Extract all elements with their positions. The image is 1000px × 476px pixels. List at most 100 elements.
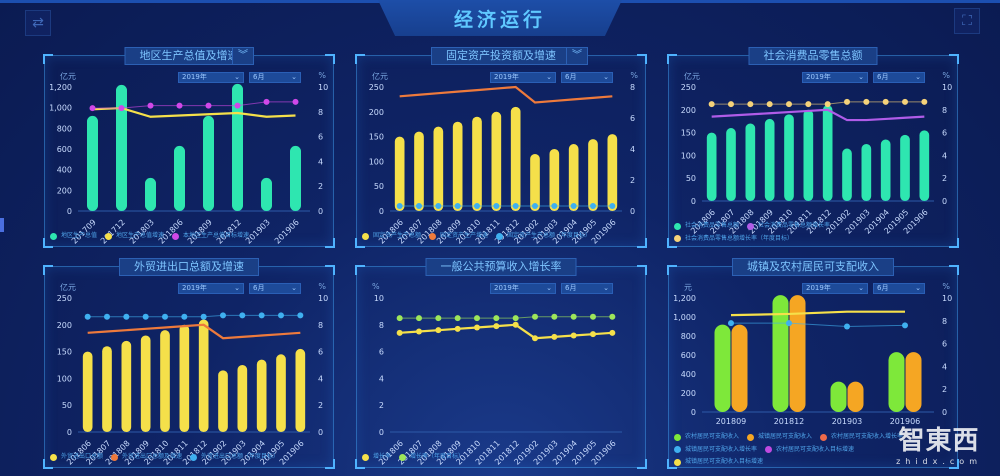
data-point[interactable] (263, 98, 270, 105)
legend-item[interactable]: 地区生产总值 (50, 231, 97, 241)
bar[interactable] (803, 109, 814, 201)
data-point[interactable] (474, 315, 480, 322)
bar[interactable] (414, 131, 424, 211)
bar[interactable] (116, 84, 127, 211)
year-select[interactable]: 2019年 ⌄ (178, 72, 244, 83)
data-point[interactable] (590, 313, 596, 320)
bar[interactable] (261, 177, 272, 211)
data-point[interactable] (493, 323, 500, 330)
bar[interactable] (198, 319, 209, 432)
data-point[interactable] (493, 315, 500, 322)
bar[interactable] (900, 134, 910, 201)
legend-item[interactable]: 增长率（年度目标） (399, 452, 464, 462)
data-point[interactable] (532, 313, 538, 320)
data-point[interactable] (454, 203, 461, 210)
data-point[interactable] (590, 331, 596, 338)
data-point[interactable] (728, 320, 734, 327)
year-select[interactable]: 2019年 ⌄ (802, 72, 868, 83)
bar[interactable] (452, 121, 463, 211)
swap-icon[interactable]: ⇄ (25, 10, 51, 36)
data-point[interactable] (396, 203, 403, 210)
bar[interactable] (394, 136, 405, 211)
data-point[interactable] (258, 312, 265, 319)
bar[interactable] (87, 115, 98, 211)
bar[interactable] (232, 83, 243, 211)
data-point[interactable] (416, 203, 422, 210)
bar[interactable] (880, 139, 891, 201)
data-point[interactable] (396, 329, 403, 336)
bar[interactable] (731, 324, 748, 412)
legend-item[interactable]: 农村居民可支配收入增长率 (820, 432, 903, 442)
data-point[interactable] (104, 313, 110, 320)
bar[interactable] (588, 139, 598, 211)
data-point[interactable] (454, 325, 461, 332)
legend-item[interactable]: 增长率 (362, 452, 391, 462)
bar[interactable] (568, 144, 579, 211)
bar[interactable] (256, 359, 267, 432)
bar[interactable] (179, 324, 190, 432)
data-point[interactable] (162, 313, 168, 320)
data-point[interactable] (532, 335, 538, 342)
bar[interactable] (174, 145, 185, 211)
data-point[interactable] (493, 203, 500, 210)
data-point[interactable] (805, 101, 812, 108)
data-point[interactable] (863, 98, 870, 105)
month-select[interactable]: 6月 ⌄ (561, 283, 613, 294)
bar[interactable] (160, 330, 170, 432)
data-point[interactable] (786, 320, 792, 327)
legend-item[interactable]: 固定资产生产总额 (362, 231, 421, 241)
data-point[interactable] (844, 323, 850, 330)
year-select[interactable]: 2019年 ⌄ (490, 283, 556, 294)
bar[interactable] (919, 130, 930, 201)
data-point[interactable] (278, 312, 284, 319)
data-point[interactable] (416, 328, 422, 335)
bar[interactable] (530, 153, 540, 211)
bar[interactable] (745, 123, 756, 201)
bar[interactable] (203, 115, 214, 211)
month-select[interactable]: 6月 ⌄ (873, 72, 925, 83)
bar[interactable] (822, 105, 833, 201)
fullscreen-icon[interactable]: ⛶ (954, 8, 980, 34)
data-point[interactable] (474, 324, 480, 331)
data-point[interactable] (902, 98, 908, 105)
bar[interactable] (842, 148, 852, 201)
month-select[interactable]: 6月 ⌄ (249, 283, 301, 294)
data-point[interactable] (181, 313, 188, 320)
year-select[interactable]: 2019年 ⌄ (178, 283, 244, 294)
expand-chevron-icon[interactable]: ︾ (232, 47, 254, 65)
data-point[interactable] (551, 313, 558, 320)
data-point[interactable] (570, 313, 577, 320)
legend-item[interactable]: 城镇居民可支配收入增长率 (674, 445, 757, 455)
bar[interactable] (847, 381, 864, 412)
data-point[interactable] (234, 102, 241, 109)
bar[interactable] (714, 324, 731, 412)
legend-item[interactable]: 社会消费品零售总额增长率 (747, 221, 830, 231)
data-point[interactable] (609, 203, 616, 210)
data-point[interactable] (902, 322, 908, 329)
data-point[interactable] (435, 203, 442, 210)
data-point[interactable] (766, 101, 773, 108)
data-point[interactable] (89, 105, 96, 112)
legend-item[interactable]: 固定资产生产增速 (429, 231, 488, 241)
data-point[interactable] (570, 332, 577, 339)
legend-item[interactable]: 城镇居民可支配收入 (747, 432, 812, 442)
bar[interactable] (290, 145, 301, 211)
data-point[interactable] (239, 312, 246, 319)
data-point[interactable] (84, 313, 91, 320)
data-point[interactable] (474, 203, 480, 210)
bar[interactable] (706, 132, 717, 201)
bar[interactable] (140, 335, 151, 432)
legend-item[interactable]: 外贸进出口总额（年度目标） (190, 452, 279, 462)
bar[interactable] (218, 370, 228, 432)
data-point[interactable] (512, 203, 519, 210)
data-point[interactable] (728, 101, 734, 108)
legend-item[interactable]: 外贸进出口总额及增速 (111, 452, 182, 462)
year-select[interactable]: 2019年 ⌄ (802, 283, 868, 294)
bar[interactable] (888, 352, 905, 412)
legend-item[interactable]: 本地区生产总值目标增速 (172, 231, 249, 241)
data-point[interactable] (205, 102, 212, 109)
data-point[interactable] (435, 327, 442, 334)
legend-item[interactable]: 城镇居民可支配收入目标增速 (674, 457, 763, 467)
data-point[interactable] (609, 313, 616, 320)
legend-item[interactable]: 外贸进出口总额 (50, 452, 103, 462)
